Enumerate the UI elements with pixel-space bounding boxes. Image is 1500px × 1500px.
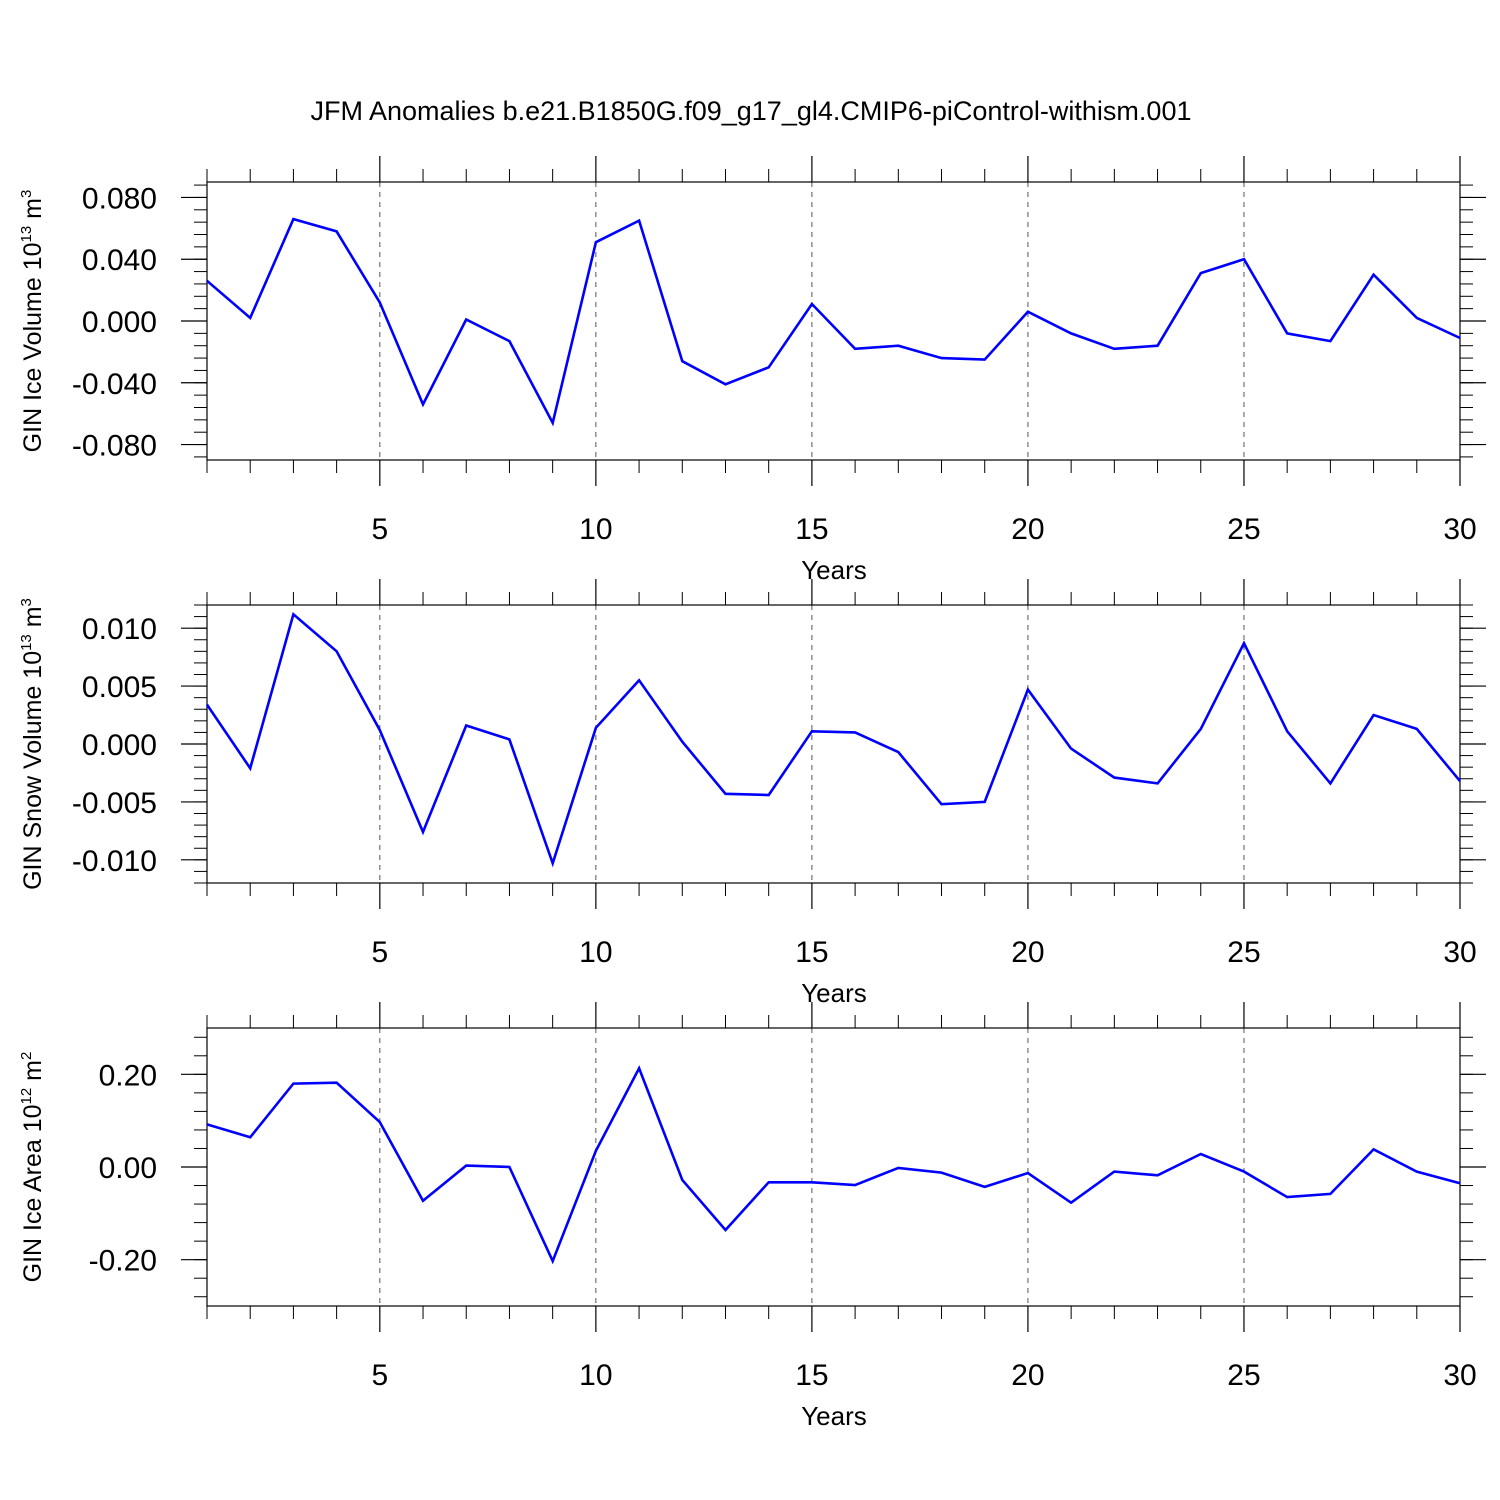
y-tick-label: -0.010 — [72, 845, 157, 878]
y-tick-label: 0.20 — [99, 1059, 157, 1092]
x-tick-label: 10 — [579, 936, 612, 969]
series-line — [206, 1065, 1461, 1265]
x-tick-label: 20 — [1011, 513, 1044, 546]
panel-1: 0.080 0.040 0.000 -0.040 -0.080 5 10 15 20 25 30 Ye… — [18, 156, 1486, 585]
series-line — [205, 611, 1462, 868]
x-tick-label: 5 — [371, 936, 388, 969]
y-tick-label: -0.040 — [72, 368, 157, 401]
x-tick-label: 10 — [579, 1359, 612, 1392]
plot-frame — [206, 604, 1461, 884]
x-tick-label: 25 — [1227, 1359, 1260, 1392]
x-tick-label: 15 — [795, 1359, 828, 1392]
y-tick-label: 0.080 — [82, 182, 157, 215]
x-tick-label: 30 — [1443, 1359, 1476, 1392]
panel-3: 0.20 0.00 -0.20 5 10 15 20 25 30 Years GIN Ice Are… — [18, 1002, 1486, 1431]
y-axis-label: GIN Snow Volume 1013 m3 — [18, 598, 47, 890]
y-tick-label: 0.010 — [82, 613, 157, 646]
y-tick-label: 0.000 — [82, 729, 157, 762]
y-tick-label: -0.005 — [72, 787, 157, 820]
y-tick-label: 0.000 — [82, 306, 157, 339]
plot-frame — [206, 181, 1461, 461]
x-tick-label: 20 — [1011, 1359, 1044, 1392]
x-tick-label: 5 — [371, 1359, 388, 1392]
chart-title: JFM Anomalies b.e21.B1850G.f09_g17_gl4.C… — [311, 96, 1192, 126]
x-tick-label: 30 — [1443, 936, 1476, 969]
x-tick-label: 25 — [1227, 513, 1260, 546]
y-tick-label: 0.005 — [82, 671, 157, 704]
series-line — [206, 217, 1461, 427]
chart-panels: 0.080 0.040 0.000 -0.040 -0.080 5 10 15 20 25 30 Ye… — [18, 156, 1486, 1431]
x-axis-label: Years — [801, 978, 867, 1008]
x-axis-label: Years — [801, 1401, 867, 1431]
x-tick-label: 25 — [1227, 936, 1260, 969]
plot-frame — [206, 1027, 1461, 1307]
x-tick-label: 15 — [795, 936, 828, 969]
panel-2: 0.010 0.005 0.000 -0.005 -0.010 5 10 15 20 25 30 Ye… — [18, 579, 1486, 1008]
x-tick-label: 20 — [1011, 936, 1044, 969]
x-tick-label: 5 — [371, 513, 388, 546]
x-tick-label: 30 — [1443, 513, 1476, 546]
y-tick-label: 0.00 — [99, 1152, 157, 1185]
x-tick-label: 15 — [795, 513, 828, 546]
x-axis-label: Years — [801, 555, 867, 585]
y-tick-label: -0.080 — [72, 430, 157, 463]
y-axis-label: GIN Ice Area 1012 m2 — [18, 1052, 47, 1283]
y-axis-label: GIN Ice Volume 1013 m3 — [18, 190, 47, 453]
x-tick-label: 10 — [579, 513, 612, 546]
y-tick-label: 0.040 — [82, 244, 157, 277]
y-tick-label: -0.20 — [89, 1245, 157, 1278]
